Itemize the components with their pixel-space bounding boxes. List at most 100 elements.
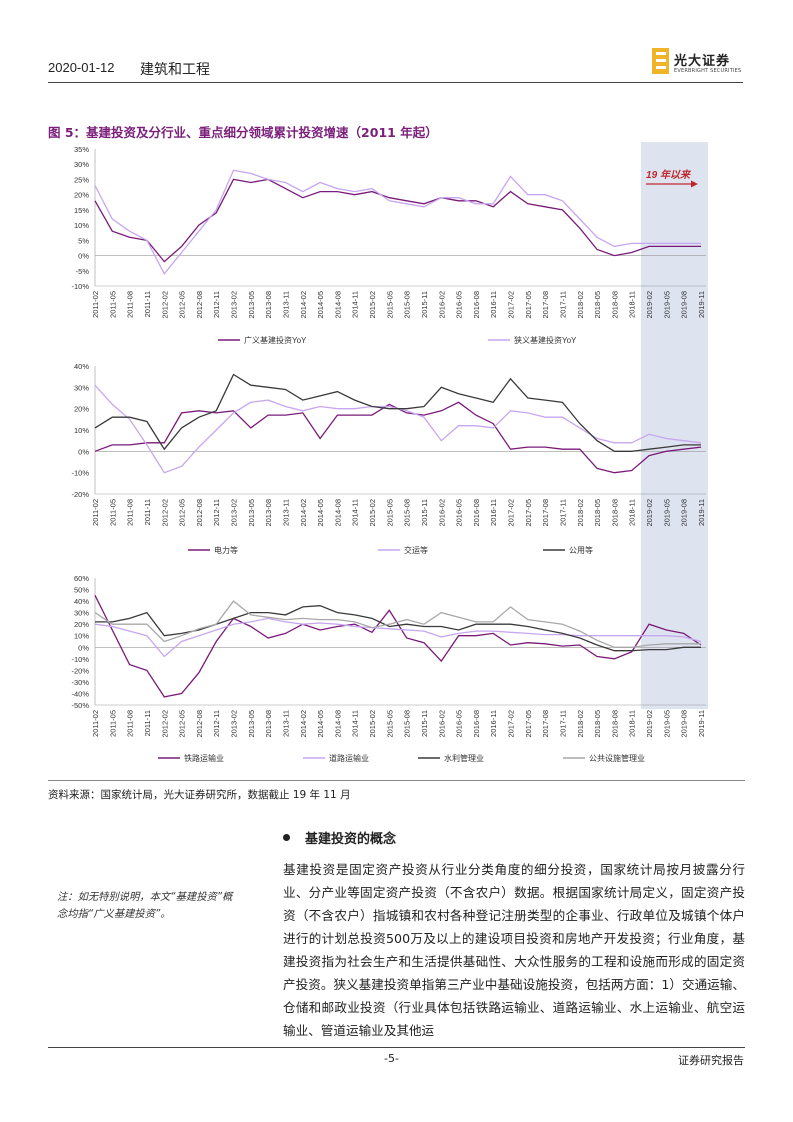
series-line-3 — [94, 373, 701, 452]
x-tick-label: 2018-05 — [593, 291, 602, 319]
x-tick-label: 2016-05 — [455, 291, 464, 319]
x-tick-label: 2018-08 — [610, 499, 619, 527]
report-date: 2020-01-12 — [48, 60, 115, 75]
x-tick-label: 2011-11 — [143, 499, 152, 525]
x-tick-label: 2011-05 — [108, 291, 117, 318]
y-tick-label: 30% — [74, 383, 89, 392]
x-tick-label: 2018-11 — [628, 710, 637, 737]
x-tick-label: 2016-02 — [437, 499, 446, 527]
figure-title: 图 5：基建投资及分行业、重点细分领域累计投资增速（2011 年起） — [48, 125, 438, 140]
x-tick-label: 2014-02 — [299, 291, 308, 319]
y-tick-label: -20% — [71, 666, 89, 675]
logo-mark-icon — [652, 48, 669, 74]
x-tick-label: 2018-02 — [576, 291, 585, 319]
x-tick-label: 2011-08 — [126, 710, 135, 737]
footer-divider — [48, 1047, 745, 1048]
y-tick-label: 40% — [74, 362, 89, 371]
x-tick-label: 2014-02 — [299, 499, 308, 527]
x-tick-label: 2019-11 — [697, 499, 706, 526]
x-tick-label: 2011-11 — [143, 710, 152, 736]
header-divider — [48, 82, 743, 83]
x-tick-label: 2012-11 — [212, 499, 221, 526]
y-tick-label: 25% — [74, 175, 89, 184]
x-tick-label: 2014-11 — [351, 291, 360, 318]
y-tick-label: -20% — [71, 490, 89, 499]
chart-panel-1: 35% 30% 25% 20% 15% 10% 5% 0% -5% -10%2011-02 2011… — [71, 145, 706, 345]
x-tick-label: 2018-08 — [610, 291, 619, 319]
y-tick-label: 35% — [74, 145, 89, 154]
x-tick-label: 2019-05 — [662, 499, 671, 527]
figure-source: 资料来源：国家统计局，光大证券研究所，数据截止 19 年 11 月 — [48, 789, 351, 801]
source-divider — [48, 780, 745, 781]
x-tick-label: 2013-02 — [230, 710, 239, 738]
x-tick-label: 2016-05 — [455, 499, 464, 527]
y-tick-label: 5% — [78, 236, 89, 245]
x-tick-label: 2014-11 — [351, 710, 360, 737]
x-tick-label: 2019-08 — [680, 291, 689, 319]
y-tick-label: -5% — [76, 267, 90, 276]
x-tick-label: 2019-02 — [645, 291, 654, 319]
x-tick-label: 2016-08 — [472, 291, 481, 319]
x-tick-label: 2012-05 — [178, 291, 187, 319]
x-tick-label: 2015-08 — [403, 710, 412, 738]
x-tick-label: 2014-05 — [316, 499, 325, 527]
x-tick-label: 2017-11 — [558, 710, 567, 737]
y-tick-label: -10% — [71, 469, 89, 478]
y-tick-label: 20% — [74, 405, 89, 414]
x-tick-label: 2017-08 — [541, 710, 550, 738]
x-tick-label: 2013-05 — [247, 710, 256, 738]
section-bullet-icon — [283, 834, 290, 841]
x-tick-label: 2012-05 — [178, 710, 187, 738]
x-tick-label: 2018-11 — [628, 499, 637, 526]
x-tick-label: 2015-11 — [420, 710, 429, 737]
x-tick-label: 2018-08 — [610, 710, 619, 738]
x-tick-label: 2014-11 — [351, 499, 360, 526]
y-tick-label: 30% — [74, 160, 89, 169]
x-tick-label: 2015-02 — [368, 710, 377, 738]
y-tick-label: 10% — [74, 632, 89, 641]
x-tick-label: 2016-05 — [455, 710, 464, 738]
logo-name: 光大证券 — [674, 54, 731, 69]
x-tick-label: 2012-08 — [195, 710, 204, 738]
x-tick-label: 2016-02 — [437, 710, 446, 738]
chart-panel-2: 40% 30% 20% 10% 0% -10% -20%2011-02 2011-05 2011… — [71, 362, 706, 555]
x-tick-label: 2014-08 — [333, 291, 342, 319]
x-tick-label: 2015-11 — [420, 291, 429, 318]
series-line-1 — [94, 595, 702, 698]
y-tick-label: 50% — [74, 586, 89, 595]
x-tick-label: 2015-08 — [403, 499, 412, 527]
section-body: 基建投资是固定资产投资从行业分类角度的细分投资，国家统计局按月披露分行业、分产业… — [283, 862, 745, 1038]
legend-label: 公用等 — [569, 545, 593, 555]
x-tick-label: 2017-08 — [541, 499, 550, 527]
x-tick-label: 2014-05 — [316, 710, 325, 738]
y-tick-label: -10% — [71, 282, 89, 291]
x-tick-label: 2011-05 — [108, 499, 117, 526]
x-tick-label: 2018-02 — [576, 499, 585, 527]
x-tick-label: 2011-05 — [108, 710, 117, 737]
x-tick-label: 2013-08 — [264, 499, 273, 527]
side-note: 注：如无特别说明，本文“基建投资”概念均指“广义基建投资”。 — [57, 891, 233, 920]
legend-label: 交运等 — [404, 545, 428, 555]
x-tick-label: 2014-02 — [299, 710, 308, 738]
x-tick-label: 2017-02 — [507, 499, 516, 527]
x-tick-label: 2017-11 — [558, 291, 567, 318]
legend-label: 水利管理业 — [444, 753, 484, 763]
x-tick-label: 2011-02 — [91, 291, 100, 318]
y-tick-label: 30% — [74, 609, 89, 618]
x-tick-label: 2012-02 — [160, 499, 169, 527]
x-tick-label: 2017-11 — [558, 499, 567, 526]
x-tick-label: 2013-11 — [281, 499, 290, 526]
x-tick-label: 2018-05 — [593, 499, 602, 527]
industry-label: 建筑和工程 — [140, 62, 210, 78]
x-tick-label: 2016-08 — [472, 710, 481, 738]
company-logo: 光大证券 EVERBRIGHT SECURITIES — [652, 48, 747, 78]
x-tick-label: 2015-02 — [368, 499, 377, 527]
logo-english: EVERBRIGHT SECURITIES — [674, 68, 742, 74]
x-tick-label: 2016-02 — [437, 291, 446, 319]
legend-label: 道路运输业 — [329, 753, 369, 763]
annotation-label: 19 年以来 — [646, 169, 692, 181]
x-tick-label: 2018-11 — [628, 291, 637, 318]
x-tick-label: 2013-11 — [281, 710, 290, 737]
y-tick-label: 10% — [74, 221, 89, 230]
y-tick-label: -40% — [71, 689, 89, 698]
